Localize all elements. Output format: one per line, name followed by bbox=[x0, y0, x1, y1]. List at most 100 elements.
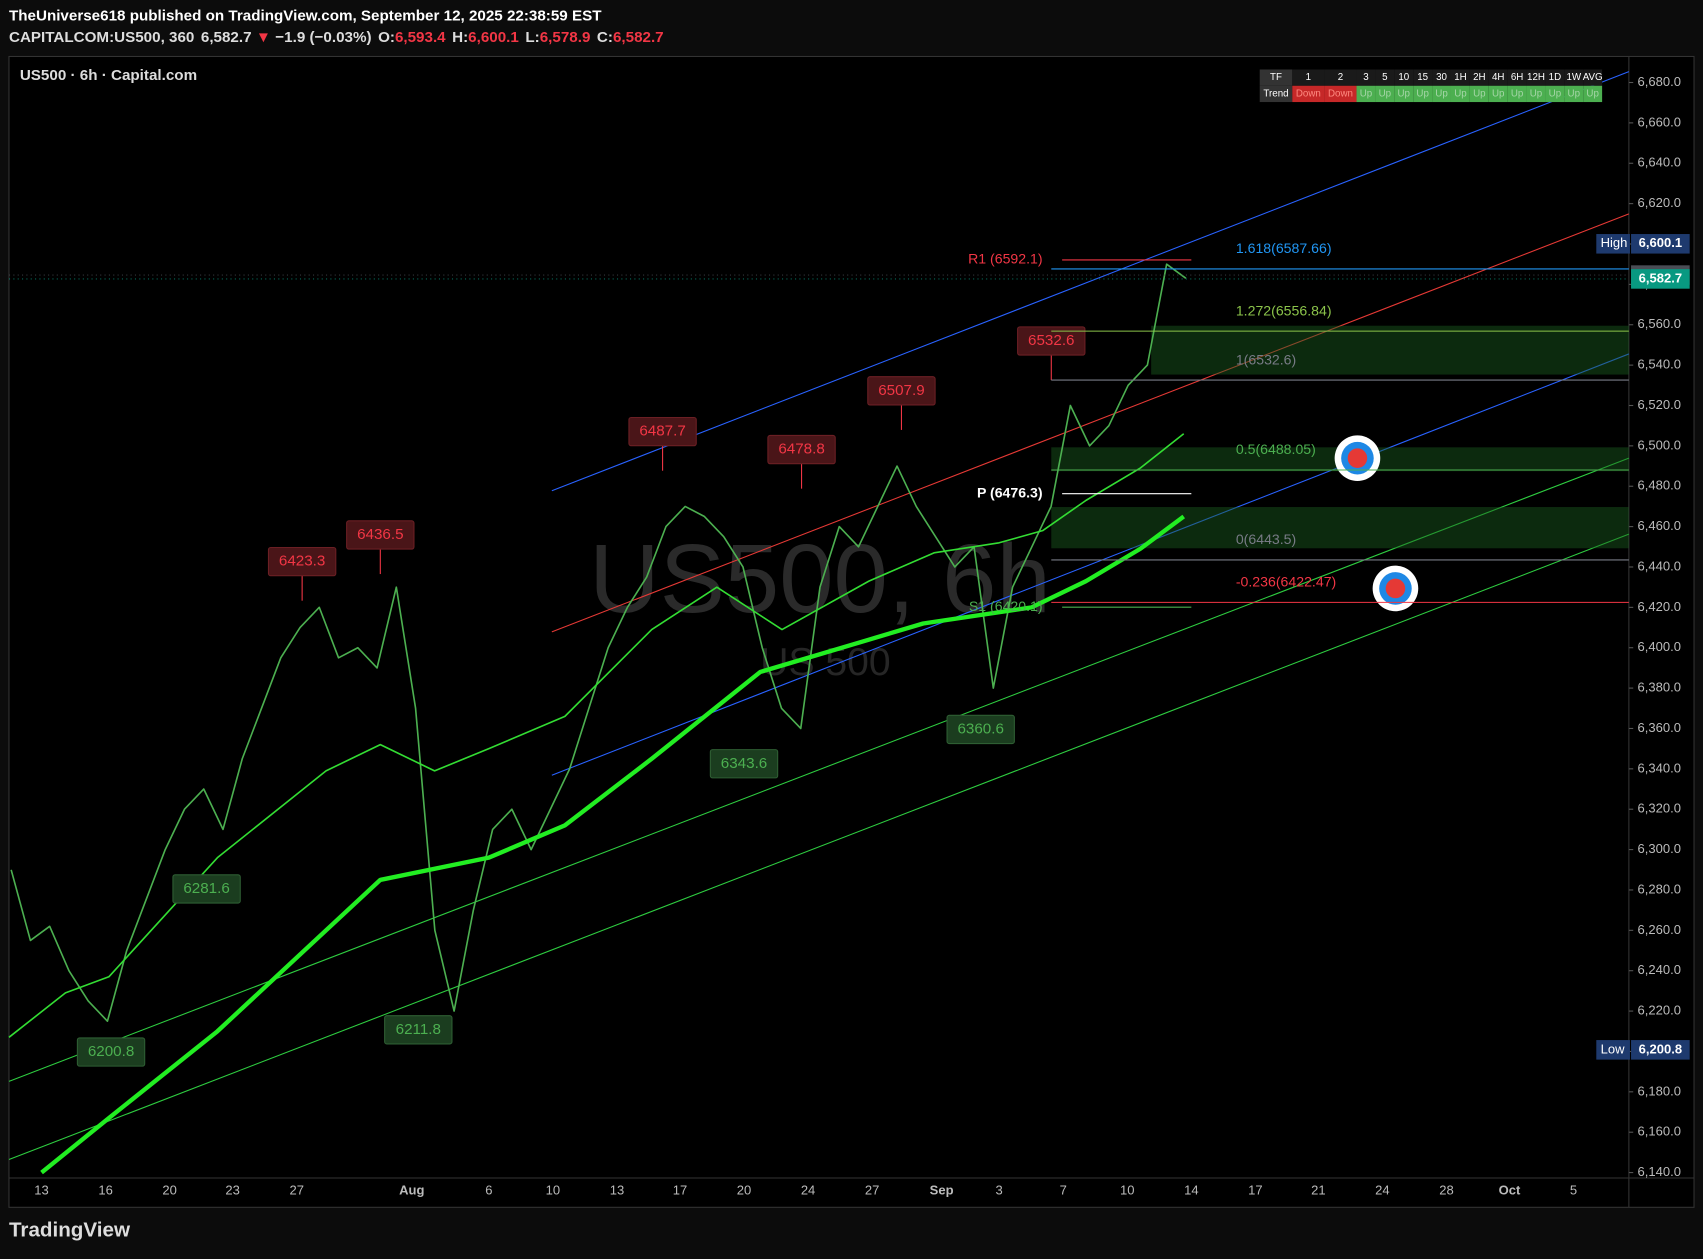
table-cell bbox=[1469, 85, 1489, 103]
x-tick-label: 17 bbox=[673, 1182, 687, 1197]
swing-box bbox=[867, 376, 936, 406]
table-cell bbox=[1356, 69, 1376, 86]
table-trend: Up bbox=[1473, 88, 1486, 99]
badge-tag-box bbox=[1596, 234, 1630, 254]
table-cell bbox=[1394, 85, 1414, 103]
table-column: 12H bbox=[1527, 72, 1545, 83]
table-cell bbox=[1488, 85, 1508, 103]
trend-table: TF Trend 1 Down 2 Down 3 Up 5 Up 10 Up 15 Up 30 Up 1H Up 2… bbox=[1259, 69, 1603, 103]
table-cell bbox=[1292, 69, 1325, 86]
legend-title: US500 · 6h · Capital.com bbox=[20, 67, 197, 84]
fib-label: 1(6532.6) bbox=[1236, 351, 1296, 367]
x-tick-label: Aug bbox=[399, 1182, 424, 1197]
y-tick-label: 6,640.0 bbox=[1638, 155, 1681, 170]
ohlc-value: 6,578.9 bbox=[540, 29, 591, 46]
swing-box bbox=[384, 1015, 453, 1045]
x-tick-label: 24 bbox=[1375, 1182, 1389, 1197]
y-tick-label: 6,380.0 bbox=[1638, 680, 1681, 695]
swing-label: 6478.8 bbox=[778, 441, 824, 458]
swing-box bbox=[346, 520, 415, 550]
table-cell bbox=[1356, 85, 1376, 103]
pivot-label: P (6476.3) bbox=[977, 484, 1043, 500]
series-line bbox=[8, 433, 1185, 1038]
y-tick-label: 6,660.0 bbox=[1638, 114, 1681, 129]
y-tick-label: 6,320.0 bbox=[1638, 801, 1681, 816]
table-header: TF bbox=[1270, 72, 1282, 83]
x-tick-label: 5 bbox=[1570, 1182, 1577, 1197]
table-cell bbox=[1432, 85, 1451, 103]
channel-line bbox=[551, 213, 1630, 633]
table-trend: Up bbox=[1530, 88, 1543, 99]
y-tick-label: 6,220.0 bbox=[1638, 1003, 1681, 1018]
table-cell bbox=[1507, 69, 1527, 86]
y-tick-label: 6,540.0 bbox=[1638, 357, 1681, 372]
x-tick-label: 24 bbox=[801, 1182, 815, 1197]
table-cell bbox=[1469, 69, 1489, 86]
ohlc-value: 6,600.1 bbox=[468, 29, 519, 46]
table-cell bbox=[1545, 85, 1565, 103]
x-tick-label: 21 bbox=[1311, 1182, 1325, 1197]
channels bbox=[8, 71, 1630, 1161]
table-trend: Up bbox=[1360, 88, 1373, 99]
table-cell bbox=[1450, 69, 1470, 86]
x-tick-label: 10 bbox=[546, 1182, 560, 1197]
y-tick-label: 6,360.0 bbox=[1638, 720, 1681, 735]
ohlc-key: O: bbox=[378, 29, 395, 46]
price-badge bbox=[1631, 234, 1690, 254]
ohlc-key: H: bbox=[452, 29, 468, 46]
table-trend: Down bbox=[1296, 88, 1321, 99]
table-column: 10 bbox=[1398, 72, 1409, 83]
channel-line bbox=[8, 533, 1630, 1161]
y-tick-label: 6,400.0 bbox=[1638, 639, 1681, 654]
swing-box bbox=[1017, 326, 1086, 356]
y-tick-label: 6,260.0 bbox=[1638, 922, 1681, 937]
published-line: TheUniverse618 published on TradingView.… bbox=[9, 7, 602, 24]
table-column: 15 bbox=[1417, 72, 1428, 83]
table-cell bbox=[1259, 69, 1293, 86]
y-tick-label: 6,680.0 bbox=[1638, 74, 1681, 89]
last-price: 6,582.7 bbox=[201, 29, 252, 46]
swing-label: 6487.7 bbox=[639, 423, 685, 440]
fib-label: -0.236(6422.47) bbox=[1236, 574, 1336, 590]
symbol: CAPITALCOM:US500, 360 bbox=[9, 29, 194, 46]
table-column: 1D bbox=[1549, 72, 1561, 83]
change: −1.9 (−0.03%) bbox=[275, 29, 371, 46]
channel-line bbox=[551, 71, 1630, 492]
x-tick-label: 14 bbox=[1184, 1182, 1198, 1197]
series-line bbox=[40, 514, 1186, 1175]
price-badge bbox=[1631, 269, 1690, 289]
table-column: 3 bbox=[1363, 72, 1368, 83]
swing-box bbox=[767, 434, 836, 465]
y-tick-label: 6,240.0 bbox=[1638, 962, 1681, 977]
x-tick-label: 27 bbox=[289, 1182, 303, 1197]
table-cell bbox=[1545, 69, 1565, 86]
x-tick-label: 28 bbox=[1439, 1182, 1453, 1197]
y-tick-label: 6,620.0 bbox=[1638, 195, 1681, 210]
ohlc-value: 6,582.7 bbox=[613, 29, 664, 46]
price-badge-label: 6,582.7 bbox=[1639, 270, 1682, 285]
table-cell bbox=[1292, 85, 1325, 103]
chart-frame bbox=[8, 55, 1695, 1208]
swing-box bbox=[709, 749, 779, 779]
fib-label: 0(6443.5) bbox=[1236, 531, 1296, 547]
footer-logo: TradingView bbox=[9, 1219, 131, 1242]
table-column: 1H bbox=[1454, 72, 1466, 83]
x-tick-label: 17 bbox=[1248, 1182, 1262, 1197]
y-tick-label: 6,340.0 bbox=[1638, 760, 1681, 775]
ohlc-key: C: bbox=[597, 29, 613, 46]
table-column: 1 bbox=[1306, 72, 1311, 83]
swing-box bbox=[76, 1037, 146, 1067]
x-tick-label: 13 bbox=[34, 1182, 48, 1197]
table-cell bbox=[1394, 69, 1414, 86]
table-trend: Up bbox=[1398, 88, 1411, 99]
swing-label: 6507.9 bbox=[878, 382, 924, 399]
target-icon bbox=[1347, 448, 1368, 468]
table-cell bbox=[1324, 69, 1357, 86]
ohlc-value: 6,593.4 bbox=[395, 29, 446, 46]
table-column: 1W bbox=[1566, 72, 1581, 83]
x-tick-label: 23 bbox=[225, 1182, 239, 1197]
table-cell bbox=[1526, 85, 1546, 103]
y-tick-label: 6,420.0 bbox=[1638, 599, 1681, 614]
